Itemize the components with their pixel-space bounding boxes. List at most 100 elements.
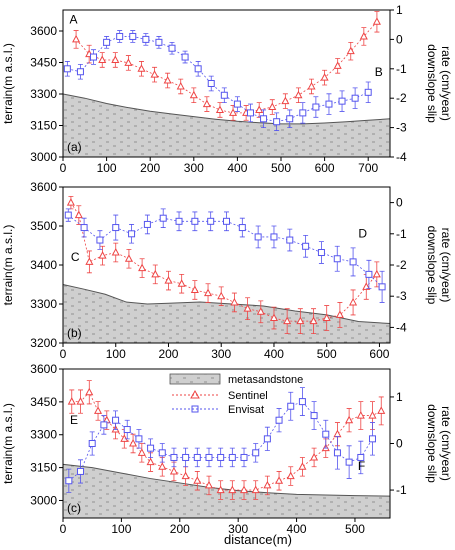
panel-b-ylabel-left: terrain(m a.s.l.) — [1, 225, 15, 306]
panel-a-sentinel-point — [150, 70, 159, 78]
panel-c-xtick-label: 0 — [60, 522, 67, 536]
panel-c-sentinel-point — [356, 411, 365, 419]
panel-c-envisat-point — [205, 453, 213, 461]
panel-c: 0 100 200 300 400 500 3000 3150 3300 3450 3600 -1 0 1… — [1, 362, 453, 536]
panel-b-envisat-point — [159, 214, 167, 222]
panel-a-envisat-point — [364, 88, 372, 96]
panel-b-ylabel-right-1: downslope slip — [425, 226, 439, 305]
panel-a-ytick-right-label: -4 — [396, 150, 407, 164]
panel-a-xtick-label: 300 — [184, 161, 204, 175]
panel-b-envisat-point — [175, 217, 183, 225]
panel-c-envisat-point — [100, 421, 108, 429]
panel-c-ylabel-right-2: rate (cm/year) — [439, 406, 453, 481]
panel-c-envisat-point — [322, 430, 330, 438]
panel-b-sentinel-point — [372, 269, 381, 278]
panel-c-xtick-label: 500 — [345, 522, 365, 536]
panel-c-envisat-point — [310, 412, 318, 420]
panel-a-envisat-point — [260, 115, 268, 123]
panel-b-ytick-right-label: -2 — [396, 258, 407, 272]
panel-a-terrain-profile — [62, 93, 391, 158]
panel-c-sentinel-point — [251, 485, 260, 494]
panel-b-xtick-label: 100 — [106, 347, 126, 361]
panel-b-sentinel-point — [283, 316, 292, 325]
panel-b-envisat-point — [238, 224, 246, 232]
panel-a-xtick-label: 0 — [60, 161, 67, 175]
panel-c-envisat-point — [298, 398, 306, 406]
panel-a-envisat-point — [194, 65, 202, 73]
panel-a-ytick-left-label: 3000 — [30, 150, 57, 164]
panel-b-xtick-label: 0 — [60, 347, 67, 361]
panel-b-xtick-label: 300 — [211, 347, 231, 361]
panel-a-sentinel-point — [72, 34, 81, 43]
panel-a-envisat-point — [338, 97, 346, 105]
panel-b-envisat-point — [64, 211, 72, 219]
panel-a-sentinel-point — [333, 61, 342, 69]
panel-c-sentinel-point — [169, 466, 178, 475]
panel-a-ylabel-left: terrain(m a.s.l.) — [1, 43, 15, 124]
panel-c-envisat-point — [357, 453, 365, 461]
panel-c-envisat-point — [182, 453, 190, 461]
panel-a-xtick-label: 200 — [140, 161, 160, 175]
panel-b-sentinel-point — [111, 247, 120, 256]
panel-b-envisat-point — [96, 236, 104, 244]
legend-label-envisat: Envisat — [228, 404, 264, 416]
panel-b-sentinel-point — [204, 288, 213, 297]
panel-c-envisat-point — [240, 453, 248, 461]
panel-a-xtick-label: 100 — [97, 161, 117, 175]
panel-c-point-label-e: E — [70, 413, 78, 427]
panel-c-sentinel-point — [298, 462, 307, 470]
panel-c-point-label-f: F — [358, 459, 365, 473]
panel-b-sentinel-point — [74, 210, 83, 219]
panel-c-ytick-right-label: 0 — [396, 437, 403, 451]
panel-b-ytick-left-label: 3400 — [30, 258, 57, 272]
panel-a-xtick-label: 600 — [315, 161, 335, 175]
panel-c-sentinel-point — [76, 397, 85, 405]
panel-a-ytick-left-label: 3600 — [30, 24, 57, 38]
panel-b-ytick-left-label: 3200 — [30, 336, 57, 350]
panel-b-sentinel-point — [217, 291, 226, 300]
panel-c-sentinel-point — [263, 480, 272, 489]
panel-b-terrain-profile — [62, 283, 391, 344]
panel-b-envisat-point — [270, 233, 278, 241]
panel-c-envisat-point — [158, 449, 166, 457]
panel-b-sentinel-point — [256, 307, 265, 315]
panel-c-sentinel-point — [239, 485, 249, 494]
panel-c-xtick-label: 300 — [228, 522, 248, 536]
panel-a-sentinel-point — [124, 58, 133, 66]
panel-b-sentinel-point — [66, 198, 75, 206]
panel-a-envisat-point — [90, 53, 98, 61]
panel-c-sentinel-point — [193, 476, 202, 484]
panel-a-envisat-point — [273, 118, 281, 126]
panel-c-envisat-point — [135, 435, 143, 443]
panel-c-envisat-point — [77, 467, 85, 475]
panel-a-envisat-point — [286, 115, 294, 123]
panel-b-sentinel-point — [349, 297, 358, 306]
panel-b-envisat-point — [333, 255, 341, 263]
panel-a-sentinel-point — [176, 81, 185, 90]
panel-c-sentinel-point — [158, 462, 167, 470]
x-axis-label: distance(m) — [224, 532, 292, 547]
panel-b-sentinel-point — [177, 279, 186, 287]
panel-c-ytick-left-label: 3600 — [30, 362, 57, 376]
legend-swatch-metasandstone — [169, 373, 221, 385]
panel-a-sentinel-point — [137, 64, 146, 72]
panel-c-ytick-left-label: 3450 — [30, 395, 57, 409]
panel-b-xtick-label: 400 — [264, 347, 284, 361]
panel-b-envisat-point — [317, 249, 325, 257]
panel-b-envisat-point — [378, 283, 386, 291]
panel-a-sentinel-point — [189, 90, 198, 99]
panel-b-sentinel-point — [190, 285, 199, 293]
panel-b-xtick-label: 200 — [158, 347, 178, 361]
panel-b-envisat-point — [80, 224, 88, 232]
panel-a-ylabel-right-2: rate (cm/year) — [439, 46, 453, 121]
panel-c-envisat-point — [368, 435, 376, 443]
panel-b-xtick-label: 600 — [369, 347, 389, 361]
panel-b-envisat-point — [207, 217, 215, 225]
panel-c-sentinel-point — [333, 429, 342, 438]
panel-b-ytick-right-label: -3 — [396, 289, 407, 303]
panel-b-sentinel-point — [296, 316, 305, 325]
panel-a-sentinel-point — [163, 75, 172, 84]
panel-c-envisat-point — [112, 416, 120, 424]
panel-c-envisat-point — [252, 449, 260, 457]
panel-c-sentinel-point — [94, 406, 103, 414]
